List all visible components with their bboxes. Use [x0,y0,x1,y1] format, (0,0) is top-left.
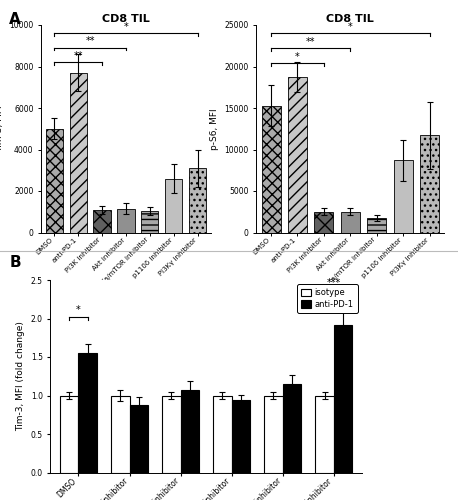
Text: ***: *** [327,278,341,287]
Bar [111,396,130,472]
Bar [316,396,334,472]
Bar [367,218,387,232]
Text: **: ** [85,36,95,46]
Bar [141,210,158,233]
Bar [46,128,63,232]
Text: **: ** [306,36,316,46]
Legend: isotype, anti-PD-1: isotype, anti-PD-1 [297,284,358,313]
Text: **: ** [73,50,83,60]
Bar [314,212,333,233]
Bar [130,404,148,472]
Bar [165,178,182,233]
Title: CD8 TIL: CD8 TIL [102,14,150,24]
Bar [70,72,87,233]
Bar [117,208,135,233]
Y-axis label: p-S6, MFI: p-S6, MFI [210,108,219,150]
Bar [288,78,307,233]
Text: *: * [76,306,81,316]
Text: *: * [348,22,353,32]
Bar [78,353,97,472]
Bar [341,212,360,233]
Y-axis label: Tim-3, MFI (fold change): Tim-3, MFI (fold change) [16,322,25,431]
Bar [264,396,283,472]
Bar [420,136,439,232]
Bar [213,396,232,472]
Text: A: A [9,12,21,28]
Bar [394,160,413,232]
Y-axis label: Tim-3, MFI: Tim-3, MFI [0,106,4,152]
Title: CD8 TIL: CD8 TIL [327,14,374,24]
Bar [162,396,180,472]
Text: *: * [124,22,128,32]
Bar [189,168,206,232]
Text: B: B [9,255,21,270]
Text: *: * [295,52,300,62]
Bar [334,324,352,472]
Bar [60,396,78,472]
Bar [93,210,111,233]
Bar [232,400,250,472]
Bar [180,390,199,472]
Bar [262,106,281,232]
Bar [283,384,301,472]
